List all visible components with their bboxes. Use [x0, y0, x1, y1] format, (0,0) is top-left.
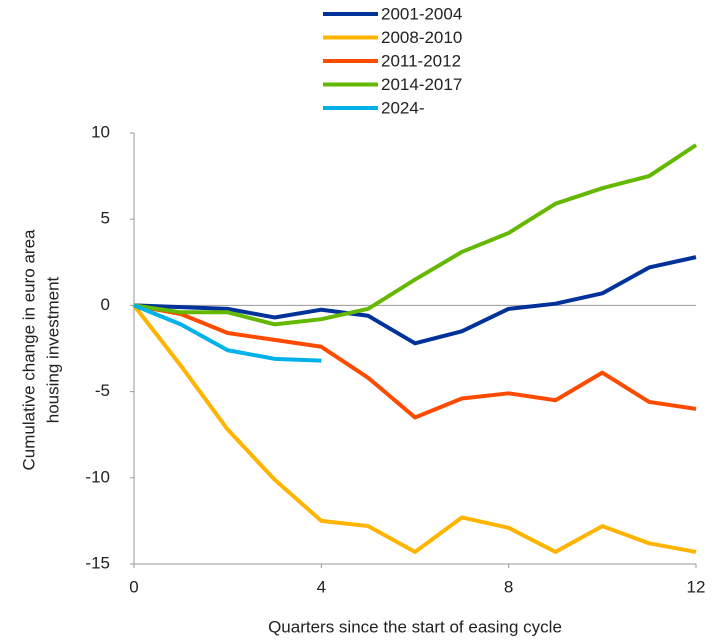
- y-tick-label: -10: [85, 467, 110, 486]
- y-tick-label: -5: [95, 381, 110, 400]
- y-tick-label: -15: [85, 553, 110, 572]
- series-line: [133, 143, 698, 327]
- series-line: [133, 303, 322, 363]
- x-tick-label: 4: [317, 577, 326, 596]
- legend-label: 2001-2004: [381, 4, 462, 23]
- y-axis-label: Cumulative change in euro area: [19, 229, 38, 471]
- series-line: [133, 303, 697, 420]
- legend-label: 2008-2010: [381, 28, 462, 47]
- series-line: [133, 255, 697, 346]
- x-tick-label: 0: [129, 577, 138, 596]
- y-tick-label: 0: [101, 295, 110, 314]
- legend-label: 2011-2012: [381, 51, 461, 70]
- y-tick-label: 10: [91, 122, 110, 141]
- x-tick-label: 8: [504, 577, 513, 596]
- x-tick-label: 12: [687, 577, 706, 596]
- y-axis-label: housing investment: [43, 276, 62, 423]
- legend-label: 2014-2017: [381, 75, 462, 94]
- legend-label: 2024-: [381, 98, 424, 117]
- series-line: [132, 304, 697, 554]
- y-tick-label: 5: [101, 209, 110, 228]
- x-axis-label: Quarters since the start of easing cycle: [268, 617, 562, 636]
